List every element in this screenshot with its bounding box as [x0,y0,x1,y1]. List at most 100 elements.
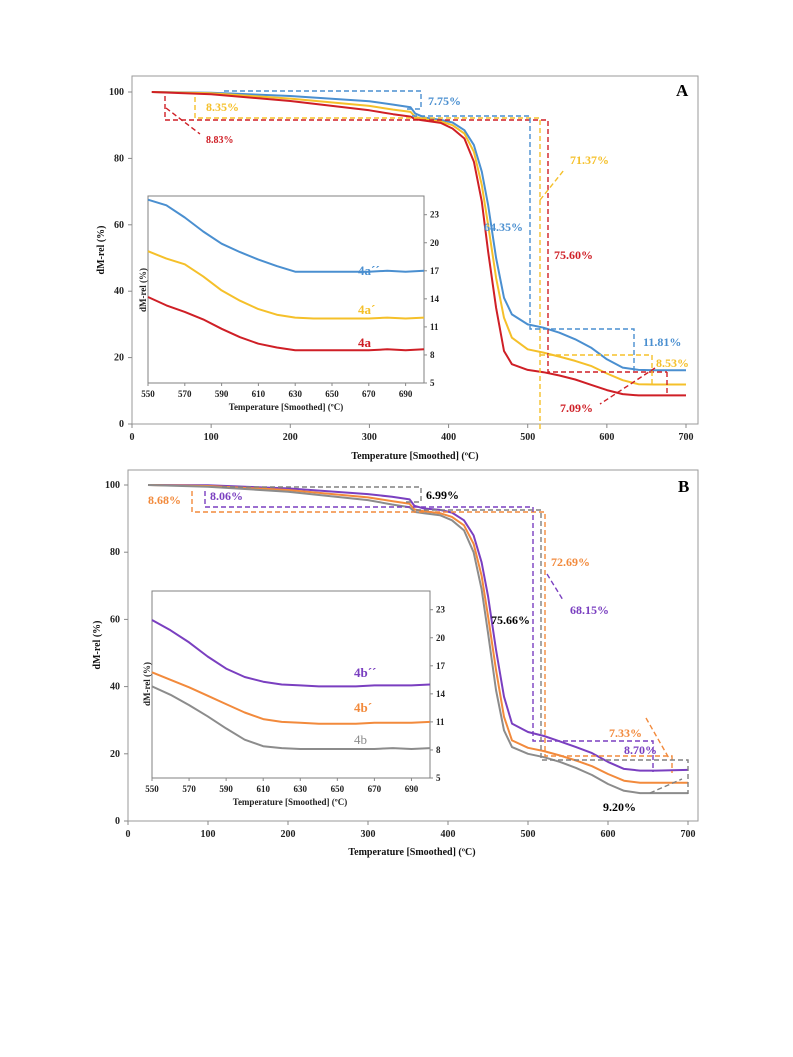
ann-a-blue-2: 64.35% [484,220,523,234]
panel-a: A 0 20 40 60 80 100 0 100 200 300 400 500 600 700 Te… [96,75,699,462]
inset-b-label-4b-double: 4b´´ [354,665,376,680]
panel-a-x-ticks: 0 100 200 300 400 500 600 700 [130,424,694,443]
inset-y-tick-label: 23 [436,605,446,615]
inset-y-tick-label: 14 [436,689,446,699]
y-tick-label: 0 [119,419,124,430]
ann-b-gray-2: 75.66% [491,613,530,627]
inset-y-tick-label: 5 [430,378,435,388]
panel-b-step-guides [191,486,689,794]
inset-x-tick-label: 610 [252,389,266,399]
series-line-2 [147,484,688,795]
panel-a-step-guides [164,90,668,430]
inset-b-label-4b-single: 4b´ [354,700,372,715]
inset-series-line-0 [147,198,425,273]
x-tick-label: 500 [520,432,535,443]
panel-a-inset: 5 8 11 14 17 20 23 550 570 590 610 630 650 670 690 Te… [138,195,440,412]
panel-b-inset: 5 8 11 14 17 20 23 550 570 590 610 630 650 670 690 Te… [142,590,446,807]
x-tick-label: 200 [281,829,296,840]
panel-a-x-axis-label: Temperature [Smoothed] (ºC) [351,451,478,462]
ann-a-red-3: 7.09% [560,401,593,415]
ann-a-yellow-1: 8.35% [206,100,239,114]
inset-x-tick-label: 650 [325,389,339,399]
inset-x-tick-label: 690 [405,784,419,794]
ann-b-purple-2: 68.15% [570,603,609,617]
inset-y-tick-label: 8 [430,350,435,360]
ann-b-gray-1: 6.99% [426,488,459,502]
guide-a-blue-step1 [224,90,422,110]
series-line-2 [151,91,686,397]
ann-b-orange-1: 8.68% [148,493,181,507]
x-tick-label: 200 [283,432,298,443]
inset-y-tick-label: 17 [436,661,446,671]
panel-a-inset-series [147,198,425,352]
ann-a-blue-1: 7.75% [428,94,461,108]
inset-y-tick-label: 8 [436,745,441,755]
inset-y-tick-label: 5 [436,773,441,783]
y-tick-label: 20 [110,749,120,760]
inset-series-line-0 [151,619,431,688]
y-tick-label: 40 [114,286,124,297]
panel-a-inset-y-label: dM-rel (%) [138,268,148,312]
panel-a-y-ticks: 0 20 40 60 80 100 [109,87,132,430]
inset-y-tick-label: 17 [430,266,440,276]
ann-b-orange-3: 7.33% [609,726,642,740]
inset-x-tick-label: 630 [288,389,302,399]
inset-series-line-1 [147,250,425,320]
inset-y-tick-label: 20 [430,238,440,248]
guide-b-purple-leader [546,573,564,601]
panel-a-series [151,91,686,397]
ann-a-yellow-2: 71.37% [570,153,609,167]
inset-y-tick-label: 11 [430,322,439,332]
panel-b-y-ticks: 0 20 40 60 80 100 [105,480,128,827]
guide-b-purple-step [204,491,654,772]
y-tick-label: 20 [114,353,124,364]
inset-x-tick-label: 690 [399,389,413,399]
inset-x-tick-label: 570 [182,784,196,794]
guide-a-red-leader2 [599,367,656,405]
y-tick-label: 60 [110,614,120,625]
inset-x-tick-label: 590 [219,784,233,794]
ann-a-yellow-3: 8.53% [656,356,689,370]
panel-b-inset-x-ticks: 550 570 590 610 630 650 670 690 [145,778,419,794]
panel-a-inset-x-label: Temperature [Smoothed] (ºC) [229,402,343,412]
guide-a-yellow-step1 [194,97,541,430]
inset-a-label-4a: 4a [358,335,372,350]
x-tick-label: 700 [679,432,694,443]
guide-b-gray-leader [649,778,683,794]
ann-b-gray-3: 9.20% [603,800,636,814]
series-line-1 [147,484,688,784]
ann-a-red-1: 8.83% [206,135,234,146]
x-tick-label: 500 [521,829,536,840]
x-tick-label: 100 [201,829,216,840]
y-tick-label: 100 [109,87,124,98]
y-tick-label: 80 [110,547,120,558]
panel-b-inset-series [151,619,431,750]
panel-a-inset-y-ticks: 5 8 11 14 17 20 23 [424,210,440,388]
x-tick-label: 300 [362,432,377,443]
guide-b-gray-step2 [416,509,689,794]
y-tick-label: 60 [114,220,124,231]
guide-b-orange-step [191,491,673,773]
inset-b-label-4b: 4b [354,732,367,747]
panel-b-inset-y-ticks: 5 8 11 14 17 20 23 [430,605,446,783]
inset-x-tick-label: 570 [178,389,192,399]
y-tick-label: 80 [114,153,124,164]
ann-a-blue-3: 11.81% [643,335,681,349]
panel-b-inset-x-label: Temperature [Smoothed] (ºC) [233,797,347,807]
x-tick-label: 400 [441,432,456,443]
x-tick-label: 300 [361,829,376,840]
inset-x-tick-label: 550 [141,389,155,399]
x-tick-label: 100 [204,432,219,443]
panel-b: B 0 20 40 60 80 100 0 100 200 300 400 500 600 700 Te… [92,469,699,858]
inset-x-tick-label: 610 [256,784,270,794]
inset-x-tick-label: 670 [368,784,382,794]
guide-a-yellow-leader [539,169,565,201]
series-line-1 [151,91,686,386]
y-tick-label: 40 [110,682,120,693]
guide-b-orange-leader [645,717,671,761]
x-tick-label: 0 [126,829,131,840]
ann-a-red-2: 75.60% [554,248,593,262]
inset-x-tick-label: 650 [331,784,345,794]
y-tick-label: 0 [115,816,120,827]
inset-x-tick-label: 590 [215,389,229,399]
